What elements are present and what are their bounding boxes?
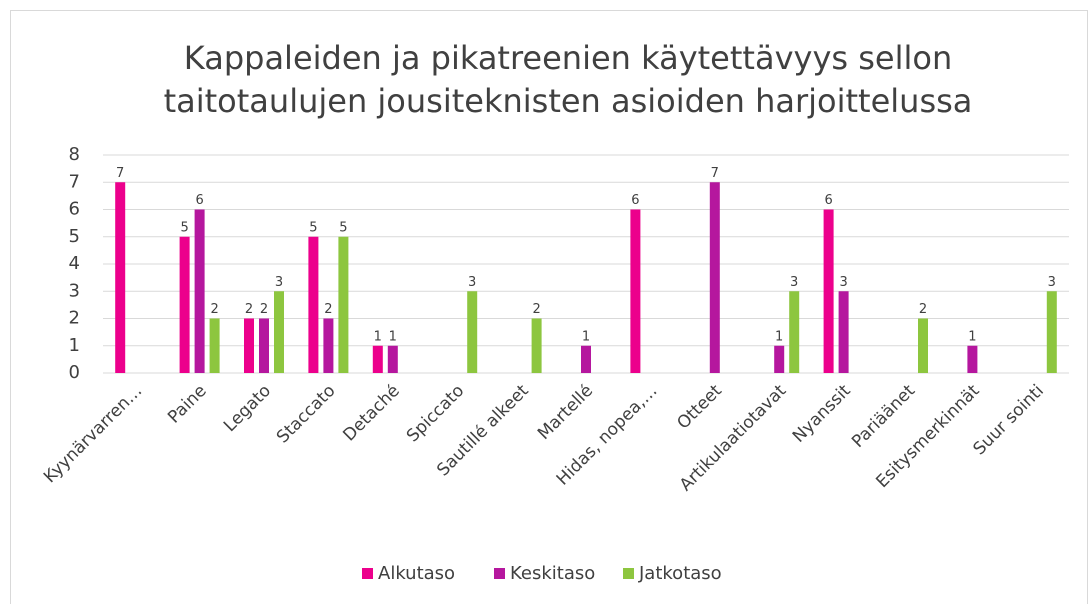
- y-tick-label: 5: [69, 226, 80, 247]
- data-label: 6: [631, 193, 639, 208]
- bar: [823, 209, 834, 373]
- data-label: 2: [919, 302, 927, 317]
- data-label: 1: [968, 329, 976, 344]
- bar: [387, 345, 398, 373]
- bar: [115, 182, 126, 373]
- data-label: 5: [309, 220, 317, 235]
- legend-swatch: [623, 568, 634, 579]
- chart-frame: [10, 10, 1088, 608]
- bar: [967, 345, 978, 373]
- data-label: 3: [275, 275, 283, 290]
- bar: [918, 318, 928, 373]
- bar: [244, 318, 254, 373]
- bar: [531, 318, 542, 373]
- y-tick-label: 4: [69, 253, 80, 274]
- data-label: 3: [839, 275, 847, 290]
- bar: [581, 345, 591, 373]
- y-tick-label: 3: [69, 280, 80, 301]
- bar: [709, 182, 720, 373]
- legend-swatch: [362, 568, 373, 579]
- bar: [630, 209, 641, 373]
- bar: [467, 291, 478, 373]
- chart-title: taitotaulujen jousiteknisten asioiden ha…: [164, 82, 973, 120]
- bar: [209, 318, 220, 373]
- legend-swatch: [494, 568, 505, 579]
- y-tick-label: 2: [69, 308, 80, 329]
- data-label: 1: [775, 329, 783, 344]
- data-label: 1: [389, 329, 397, 344]
- data-label: 2: [532, 302, 540, 317]
- bar: [838, 291, 849, 373]
- bar: [274, 291, 284, 373]
- y-tick-label: 1: [69, 335, 80, 356]
- bar: [308, 236, 319, 373]
- data-label: 2: [210, 302, 218, 317]
- y-tick-label: 0: [69, 362, 80, 383]
- bar: [338, 236, 349, 373]
- data-label: 5: [339, 220, 347, 235]
- data-label: 3: [468, 275, 476, 290]
- data-label: 5: [180, 220, 188, 235]
- data-label: 7: [711, 166, 719, 181]
- legend-label: Alkutaso: [378, 563, 455, 584]
- bar: [372, 345, 383, 373]
- data-label: 6: [824, 193, 832, 208]
- data-label: 1: [582, 329, 590, 344]
- bar: [774, 345, 785, 373]
- bar: [194, 209, 205, 373]
- bar: [789, 291, 800, 373]
- data-label: 2: [324, 302, 332, 317]
- data-label: 3: [790, 275, 798, 290]
- data-label: 6: [195, 193, 203, 208]
- legend-label: Jatkotaso: [638, 563, 722, 584]
- legend-label: Keskitaso: [510, 563, 595, 584]
- y-tick-label: 7: [69, 171, 80, 192]
- data-label: 7: [116, 166, 124, 181]
- data-label: 1: [374, 329, 382, 344]
- y-tick-label: 8: [69, 144, 80, 165]
- chart-title: Kappaleiden ja pikatreenien käytettävyys…: [184, 39, 952, 77]
- data-label: 3: [1048, 275, 1056, 290]
- bar: [323, 318, 334, 373]
- bar: [179, 236, 190, 373]
- data-label: 2: [260, 302, 268, 317]
- y-tick-label: 6: [69, 199, 80, 220]
- bar: [1046, 291, 1057, 373]
- bar: [259, 318, 269, 373]
- data-label: 2: [245, 302, 253, 317]
